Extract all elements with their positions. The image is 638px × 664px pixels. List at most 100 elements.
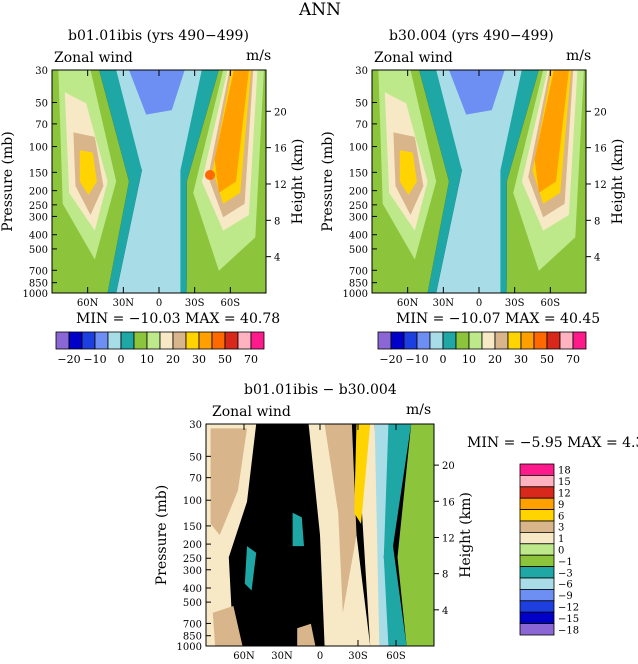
panel2-y2tick-label: 12 (594, 180, 607, 191)
panel3-contour-region (212, 606, 243, 646)
panel2-xtick-label: 60S (541, 298, 561, 309)
panel3-colorbar-box (519, 554, 555, 567)
panel3-colorbar-label: −15 (558, 614, 579, 625)
panel1-ytick-label: 100 (29, 143, 48, 154)
panel2-left-label: Zonal wind (374, 50, 453, 66)
panel2-colorbar-box (377, 331, 392, 350)
panel2-stats: MIN = −10.07 MAX = 40.45 (396, 311, 601, 327)
panel3-colorbar-box (519, 497, 555, 510)
panel2-ytick-label: 100 (349, 143, 368, 154)
panel3-contour-region (397, 424, 434, 646)
panel1-ytick-label: 1000 (23, 289, 48, 300)
panel2-xtick-label: 60N (397, 298, 419, 309)
panel3-ytick-label: 50 (189, 452, 202, 463)
panel2-ylabel: Pressure (mb) (320, 131, 336, 231)
panel1-colorbar-label: 30 (192, 353, 206, 366)
panel1-colorbar-label: 50 (218, 353, 232, 366)
panel1-xtick-label: 30S (185, 298, 205, 309)
panel1-ytick-label: 400 (29, 231, 48, 242)
panel2-colorbar-box (390, 331, 405, 350)
panel2-colorbar-box (507, 331, 522, 350)
panel2-ytick-label: 850 (349, 279, 368, 290)
panel3-contour-region (374, 424, 398, 646)
panel1-colorbar-label: −10 (83, 353, 106, 366)
panel1-ytick-label: 500 (29, 245, 48, 256)
panel2-colorbar-label: −20 (379, 353, 402, 366)
panel2-ytick-label: 30 (355, 66, 368, 77)
panel3-colorbar-box (519, 520, 555, 533)
panel3-colorbar-box (519, 577, 555, 590)
panel1-colorbar-box (55, 331, 70, 350)
panel1-title: b01.01ibis (yrs 490−499) (68, 28, 249, 44)
panel1-ytick-label: 300 (29, 212, 48, 223)
panel1-ytick-label: 200 (29, 187, 48, 198)
panel2-colorbar-box (494, 331, 509, 350)
panel2-colorbar-label: 10 (462, 353, 476, 366)
panel1-xtick-label: 30N (113, 298, 135, 309)
panel3-colorbar-box (519, 623, 555, 636)
panel3-y2tick-label: 12 (442, 533, 455, 544)
panel2-xtick-label: 30S (505, 298, 525, 309)
panel2-colorbar-label: −10 (405, 353, 428, 366)
panel3-y2tick-label: 16 (442, 497, 455, 508)
panel2-ytick-label: 300 (349, 212, 368, 223)
panel1-xtick-label: 0 (156, 298, 162, 309)
panel1-colorbar-box (81, 331, 96, 350)
panel3-colorbar-label: −12 (558, 603, 579, 614)
panel3-ylabel: Pressure (mb) (154, 485, 170, 585)
panel1-unit-label: m/s (246, 48, 272, 64)
panel3-contour-region (210, 428, 247, 535)
panel3-contour-region (383, 424, 412, 646)
panel2-ytick-label: 1000 (343, 289, 368, 300)
panel1-y2tick-label: 8 (274, 216, 280, 227)
panel3-ytick-label: 200 (183, 540, 202, 551)
panel2-colorbar-box (403, 331, 418, 350)
panel2-colorbar-box (455, 331, 470, 350)
panel1-left-label: Zonal wind (54, 50, 133, 66)
panel2-ytick-label: 500 (349, 245, 368, 256)
panel3-y2tick-label: 20 (442, 461, 455, 472)
panel1-contour-region (129, 70, 185, 115)
panel2-chart: 3050701001502002503004005007008501000201… (320, 66, 626, 366)
panel2-colorbar-box (559, 331, 574, 350)
panel1-colorbar-box (250, 331, 265, 350)
panel1-ytick-label: 850 (29, 279, 48, 290)
panel3-ytick-label: 400 (183, 584, 202, 595)
panel2-colorbar-box (442, 331, 457, 350)
panel3-ytick-label: 70 (189, 474, 202, 485)
panel3-y2label: Height (km) (458, 492, 474, 578)
panel2-ytick-label: 50 (355, 98, 368, 109)
panel3-title: b01.01ibis − b30.004 (244, 382, 397, 398)
panel1-colorbar-box (237, 331, 252, 350)
panel1-colorbar-box (211, 331, 226, 350)
panel2-xtick-label: 0 (476, 298, 482, 309)
panel3-colorbar-box (519, 532, 555, 545)
panel3-colorbar-label: −6 (558, 580, 573, 591)
panel1-colorbar-box (159, 331, 174, 350)
panel2-contour-region (534, 70, 569, 193)
panel2-colorbar-label: 30 (514, 353, 528, 366)
panel3-ytick-label: 700 (183, 619, 202, 630)
panel1-colorbar-box (198, 331, 213, 350)
panel2-y2tick-label: 16 (594, 144, 607, 155)
panel3-colorbar-box (519, 611, 555, 624)
panel1-y2tick-label: 12 (274, 180, 287, 191)
panel3-y2tick-label: 4 (442, 606, 448, 617)
panel2-ytick-label: 70 (355, 120, 368, 131)
panel1-colorbar-box (146, 331, 161, 350)
panel1-xtick-label: 60N (77, 298, 99, 309)
panel1-colorbar-label: 20 (166, 353, 180, 366)
panel3-colorbar-box (519, 543, 555, 556)
panel1-stats: MIN = −10.03 MAX = 40.78 (76, 311, 281, 327)
panel3-colorbar-label: 6 (558, 511, 564, 522)
panel1-colorbar-box (185, 331, 200, 350)
panel3-xtick-label: 60N (233, 651, 255, 662)
panel3-ytick-label: 150 (183, 522, 202, 533)
panel3-colorbar-box (519, 486, 555, 499)
panel3-colorbar-box (519, 588, 555, 602)
panel3-ytick-label: 30 (189, 420, 202, 431)
panel1-colorbar-box (107, 331, 122, 350)
panel3-left-label: Zonal wind (212, 404, 291, 420)
panel1-ytick-label: 70 (35, 120, 48, 131)
panel3-contour-region (292, 512, 304, 547)
